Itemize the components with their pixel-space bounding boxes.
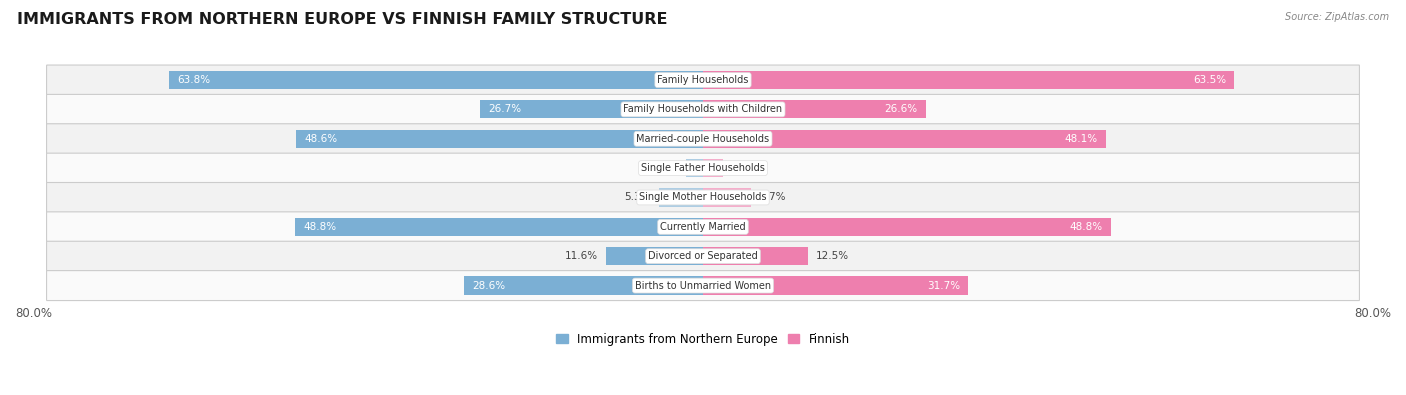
Text: Family Households with Children: Family Households with Children bbox=[623, 104, 783, 115]
Text: 28.6%: 28.6% bbox=[472, 280, 505, 291]
Bar bbox=[703, 100, 925, 118]
FancyBboxPatch shape bbox=[46, 94, 1360, 124]
Bar bbox=[703, 247, 807, 265]
Text: Single Father Households: Single Father Households bbox=[641, 163, 765, 173]
Bar bbox=[464, 276, 703, 295]
Text: 48.8%: 48.8% bbox=[302, 222, 336, 232]
FancyBboxPatch shape bbox=[46, 212, 1360, 242]
Text: 31.7%: 31.7% bbox=[927, 280, 960, 291]
Text: Family Households: Family Households bbox=[658, 75, 748, 85]
Bar bbox=[295, 218, 703, 236]
FancyBboxPatch shape bbox=[46, 153, 1360, 183]
Bar bbox=[686, 159, 703, 177]
FancyBboxPatch shape bbox=[46, 65, 1360, 95]
Text: IMMIGRANTS FROM NORTHERN EUROPE VS FINNISH FAMILY STRUCTURE: IMMIGRANTS FROM NORTHERN EUROPE VS FINNI… bbox=[17, 12, 668, 27]
Text: Married-couple Households: Married-couple Households bbox=[637, 134, 769, 144]
FancyBboxPatch shape bbox=[46, 124, 1360, 154]
Text: Divorced or Separated: Divorced or Separated bbox=[648, 251, 758, 261]
Text: 63.8%: 63.8% bbox=[177, 75, 211, 85]
Text: Single Mother Households: Single Mother Households bbox=[640, 192, 766, 203]
FancyBboxPatch shape bbox=[46, 241, 1360, 271]
Bar bbox=[703, 218, 1111, 236]
Bar bbox=[703, 188, 751, 207]
Text: 63.5%: 63.5% bbox=[1192, 75, 1226, 85]
Text: Source: ZipAtlas.com: Source: ZipAtlas.com bbox=[1285, 12, 1389, 22]
Bar bbox=[169, 71, 703, 89]
Bar bbox=[297, 130, 703, 148]
Text: 48.6%: 48.6% bbox=[305, 134, 337, 144]
Text: 5.7%: 5.7% bbox=[759, 192, 786, 203]
Text: 26.6%: 26.6% bbox=[884, 104, 917, 115]
Text: 48.1%: 48.1% bbox=[1064, 134, 1097, 144]
Text: 26.7%: 26.7% bbox=[488, 104, 522, 115]
FancyBboxPatch shape bbox=[46, 182, 1360, 213]
Text: 12.5%: 12.5% bbox=[815, 251, 849, 261]
Legend: Immigrants from Northern Europe, Finnish: Immigrants from Northern Europe, Finnish bbox=[551, 328, 855, 350]
Bar bbox=[606, 247, 703, 265]
Bar bbox=[658, 188, 703, 207]
Bar bbox=[703, 71, 1234, 89]
Bar bbox=[703, 130, 1105, 148]
Text: Currently Married: Currently Married bbox=[661, 222, 745, 232]
Text: 48.8%: 48.8% bbox=[1070, 222, 1104, 232]
Text: 11.6%: 11.6% bbox=[564, 251, 598, 261]
Text: 2.4%: 2.4% bbox=[731, 163, 758, 173]
Text: 5.3%: 5.3% bbox=[624, 192, 651, 203]
Text: Births to Unmarried Women: Births to Unmarried Women bbox=[636, 280, 770, 291]
FancyBboxPatch shape bbox=[46, 271, 1360, 301]
Bar bbox=[703, 276, 969, 295]
Bar bbox=[479, 100, 703, 118]
Text: 2.0%: 2.0% bbox=[651, 163, 678, 173]
Bar bbox=[703, 159, 723, 177]
